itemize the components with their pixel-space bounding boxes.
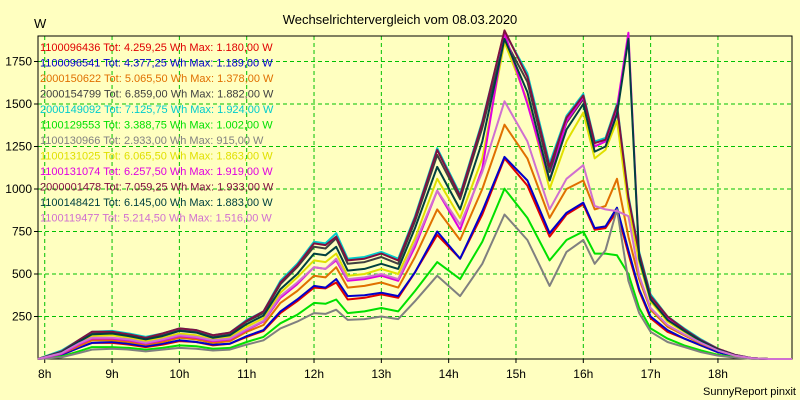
x-tick-label: 18h	[708, 367, 728, 381]
y-tick-label: 1750	[5, 55, 32, 69]
x-tick-label: 13h	[371, 367, 391, 381]
x-tick-label: 10h	[169, 367, 189, 381]
x-tick-label: 17h	[641, 367, 661, 381]
footer-credit: SunnyReport pinxit	[703, 386, 796, 398]
series-line-3	[37, 123, 792, 360]
series-line-10	[37, 29, 792, 360]
legend-entry-11: 1100148421 Tot: 6.145,00 Wh Max: 1.883,0…	[40, 197, 273, 209]
legend-entry-2: 1100096541 Tot: 4.377,25 Wh Max: 1.189,0…	[40, 58, 273, 70]
legend-entry-10: 2000001478 Tot: 7.059,25 Wh Max: 1.933,0…	[40, 182, 274, 194]
x-tick-label: 15h	[506, 367, 526, 381]
legend-entry-4: 2000154799 Tot: 6.859,00 Wh Max: 1.882,0…	[40, 89, 274, 101]
series-line-6	[37, 187, 792, 360]
y-tick-label: 250	[12, 310, 32, 324]
y-tick-label: 1000	[5, 182, 32, 196]
y-axis-unit-label: W	[34, 16, 47, 31]
legend-entry-7: 1100130966 Tot: 2.933,00 Wh Max: 915,00 …	[40, 135, 264, 147]
series-line-12	[37, 100, 792, 360]
x-tick-label: 9h	[105, 367, 118, 381]
legend-entry-8: 1100131025 Tot: 6.065,50 Wh Max: 1.863,0…	[40, 151, 273, 163]
series-line-11	[37, 37, 792, 360]
x-tick-label: 16h	[573, 367, 593, 381]
x-tick-label: 12h	[304, 367, 324, 381]
y-tick-label: 750	[12, 225, 32, 239]
legend-entry-6: 1100129553 Tot: 3.388,75 Wh Max: 1.002,0…	[40, 120, 273, 132]
legend-entry-3: 2000150622 Tot: 5.065,50 Wh Max: 1.378,0…	[40, 73, 274, 85]
y-tick-label: 500	[12, 267, 32, 281]
x-tick-label: 11h	[237, 367, 256, 381]
chart-title: Wechselrichtervergleich vom 08.03.2020	[283, 12, 518, 27]
y-tick-label: 1500	[5, 97, 32, 111]
series-lines	[37, 29, 792, 360]
legend: 1100096436 Tot: 4.259,25 Wh Max: 1.180,0…	[40, 42, 274, 225]
legend-entry-5: 2000149092 Tot: 7.125,75 Wh Max: 1.924,0…	[40, 104, 274, 116]
legend-entry-9: 1100131074 Tot: 6.257,50 Wh Max: 1.919,0…	[40, 166, 273, 178]
series-line-2	[37, 155, 792, 360]
legend-entry-12: 1100119477 Tot: 5.214,50 Wh Max: 1.516,0…	[40, 213, 272, 225]
y-tick-label: 1250	[5, 140, 32, 154]
legend-entry-1: 1100096436 Tot: 4.259,25 Wh Max: 1.180,0…	[40, 42, 273, 54]
x-tick-label: 8h	[38, 367, 51, 381]
x-tick-label: 14h	[439, 367, 459, 381]
axes: 250 500 750 1000 1250 1500 1750 8h 9h 10h 11h 12h 13…	[5, 35, 793, 381]
series-line-8	[37, 41, 792, 360]
series-line-7	[37, 208, 792, 360]
plot-frame	[37, 35, 793, 360]
